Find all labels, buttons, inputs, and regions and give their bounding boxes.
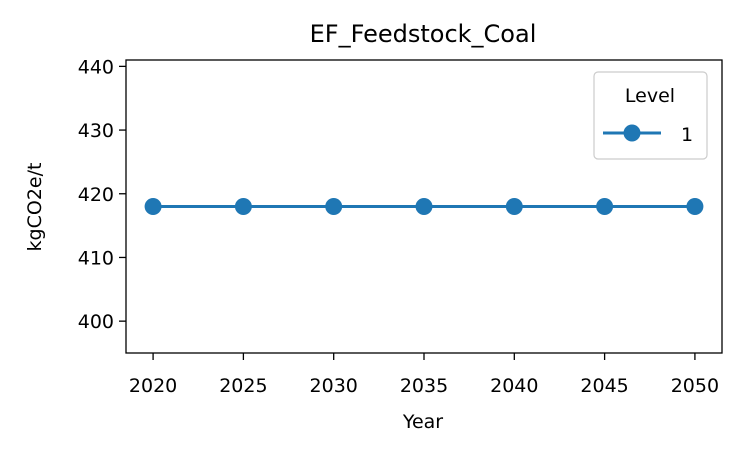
y-tick-label: 440	[78, 56, 114, 78]
data-point	[505, 198, 523, 215]
y-tick-label: 410	[78, 247, 114, 269]
x-tick-label: 2030	[310, 375, 358, 397]
data-point	[234, 198, 252, 215]
legend-frame	[593, 71, 708, 160]
series-layer	[144, 198, 704, 215]
x-axis-label: Year	[402, 411, 443, 433]
legend-label: 1	[681, 124, 693, 146]
chart-title: EF_Feedstock_Coal	[310, 20, 537, 48]
y-tick-label: 400	[78, 311, 114, 333]
x-tick-label: 2020	[129, 375, 177, 397]
x-tick-label: 2025	[219, 375, 267, 397]
data-point	[325, 198, 343, 215]
y-axis-label: kgCO2e/t	[24, 163, 46, 252]
x-axis: 2020 2025 2030 2035 2040 2045 2050	[129, 353, 719, 397]
data-point	[686, 198, 704, 215]
y-axis: 400 410 420 430 440	[78, 56, 126, 333]
legend-point-marker	[623, 124, 641, 142]
data-point	[415, 198, 433, 215]
y-tick-label: 430	[78, 120, 114, 142]
x-tick-label: 2050	[671, 375, 719, 397]
x-tick-label: 2045	[580, 375, 628, 397]
legend: Level 1	[593, 71, 708, 160]
legend-title: Level	[625, 85, 675, 107]
data-point	[144, 198, 162, 215]
data-point	[596, 198, 614, 215]
y-tick-label: 420	[78, 184, 114, 206]
x-tick-label: 2035	[400, 375, 448, 397]
x-tick-label: 2040	[490, 375, 538, 397]
